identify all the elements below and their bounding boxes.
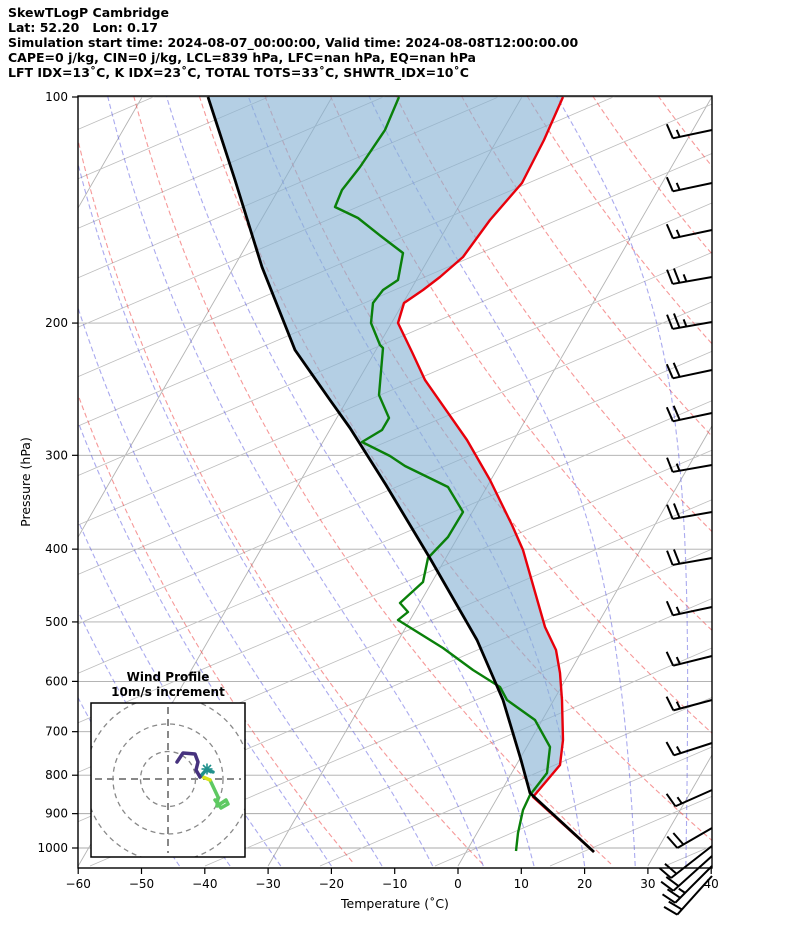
wind-barb xyxy=(665,223,713,240)
temperature-tick-label: 0 xyxy=(454,877,462,891)
wind-barb xyxy=(665,600,713,617)
cin-shaded-area xyxy=(208,97,594,852)
wind-barb xyxy=(665,362,713,380)
pressure-tick-label: 900 xyxy=(45,807,68,821)
wind-barb xyxy=(663,875,713,916)
temperature-tick-label: −60 xyxy=(66,877,91,891)
hodograph-marker xyxy=(202,764,212,774)
wind-barb xyxy=(666,549,713,566)
hodograph-trace-segment xyxy=(201,775,212,782)
dewpoint-line xyxy=(333,96,552,852)
temperature-tick-label: 30 xyxy=(640,877,655,891)
temperature-line xyxy=(396,96,595,853)
temperature-tick-label: 40 xyxy=(704,877,719,891)
pressure-tick-label: 200 xyxy=(45,316,68,330)
wind-barb xyxy=(666,268,713,285)
hodograph-title: 10m/s increment xyxy=(111,685,225,699)
temperature-tick-label: −20 xyxy=(319,877,344,891)
temperature-tick-label: −40 xyxy=(192,877,217,891)
wind-barb xyxy=(666,827,713,849)
pressure-tick-label: 800 xyxy=(45,768,68,782)
temperature-tick-label: 10 xyxy=(514,877,529,891)
temperature-tick-label: −50 xyxy=(129,877,154,891)
lat-lon-line: Lat: 52.20 Lon: 0.17 xyxy=(8,20,158,35)
cape-cin-line: CAPE=0 j/kg, CIN=0 j/kg, LCL=839 hPa, LF… xyxy=(8,50,476,65)
wind-barb xyxy=(660,855,713,892)
wind-barb xyxy=(665,405,713,423)
temperature-tick-label: −10 xyxy=(382,877,407,891)
wind-barb xyxy=(665,123,713,140)
wind-barb xyxy=(661,865,713,904)
wind-barb xyxy=(666,457,713,473)
pressure-tick-label: 600 xyxy=(45,674,68,688)
hodograph-border xyxy=(90,702,246,858)
wind-barb xyxy=(666,503,713,520)
wind-barb xyxy=(665,696,713,712)
y-axis-label: Pressure (hPa) xyxy=(18,437,33,527)
hodograph-title: Wind Profile xyxy=(127,670,210,684)
indices-line: LFT IDX=13˚C, K IDX=23˚C, TOTAL TOTS=33˚… xyxy=(8,65,469,80)
temperature-tick-label: −30 xyxy=(255,877,280,891)
pressure-tick-label: 500 xyxy=(45,615,68,629)
pressure-tick-label: 100 xyxy=(45,90,68,104)
pressure-tick-label: 1000 xyxy=(37,841,68,855)
hodograph-trace-segment xyxy=(175,751,202,779)
wind-barbs xyxy=(658,123,713,916)
parcel-line xyxy=(206,96,595,854)
wind-barb xyxy=(665,789,713,808)
hodograph-trace-segment xyxy=(208,778,230,810)
wind-barb xyxy=(665,176,713,193)
wind-barb xyxy=(665,741,713,757)
pressure-tick-label: 700 xyxy=(45,725,68,739)
pressure-tick-label: 300 xyxy=(45,448,68,462)
temperature-tick-label: 20 xyxy=(577,877,592,891)
time-line: Simulation start time: 2024-08-07_00:00:… xyxy=(8,35,579,50)
pressure-tick-label: 400 xyxy=(45,542,68,556)
x-axis-label: Temperature (˚C) xyxy=(340,896,449,911)
wind-barb xyxy=(666,313,713,330)
wind-barb xyxy=(665,651,713,667)
chart-title: SkewTLogP Cambridge xyxy=(8,5,169,20)
header-block: SkewTLogP Cambridge Lat: 52.20 Lon: 0.17… xyxy=(8,5,578,80)
wind-barb xyxy=(658,845,713,879)
